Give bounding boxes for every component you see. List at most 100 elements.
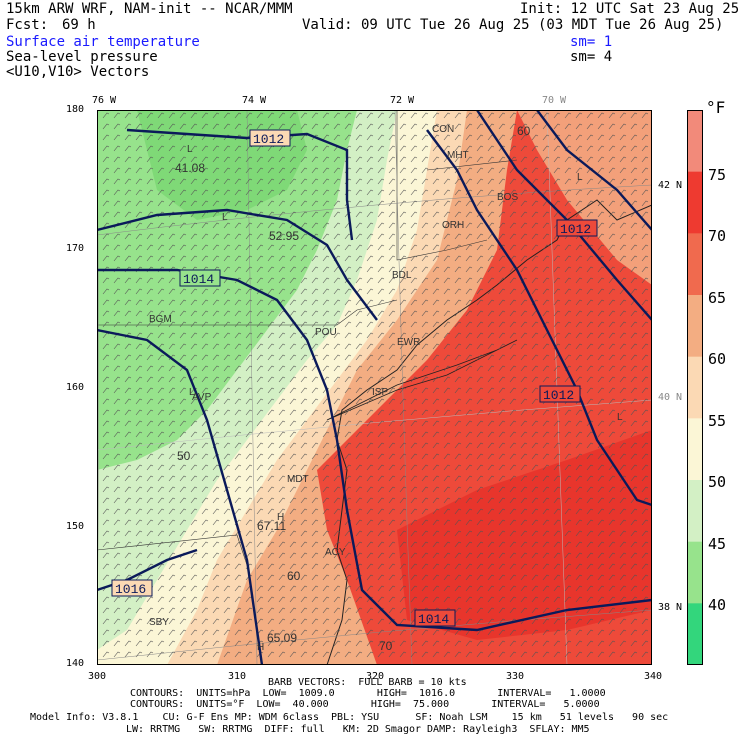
wind-barb bbox=[575, 585, 583, 592]
wind-barb bbox=[168, 519, 176, 526]
isobar-label-box-1012c bbox=[556, 219, 598, 237]
wind-barb bbox=[201, 387, 209, 394]
wind-barb bbox=[234, 607, 242, 614]
wind-barb bbox=[575, 431, 583, 438]
wind-barb bbox=[245, 618, 253, 625]
wind-barb bbox=[300, 453, 308, 460]
wind-barb bbox=[487, 409, 495, 416]
wind-barb bbox=[498, 178, 506, 185]
wind-barb bbox=[487, 167, 495, 174]
wind-barb bbox=[212, 255, 220, 262]
wind-barb bbox=[344, 343, 352, 350]
wind-barb bbox=[377, 200, 385, 207]
wind-barb bbox=[630, 464, 638, 471]
wind-barb bbox=[267, 365, 275, 372]
wind-barb bbox=[168, 651, 176, 658]
wind-barb bbox=[113, 244, 121, 251]
wind-barb bbox=[575, 519, 583, 526]
wind-barb bbox=[630, 475, 638, 482]
wind-barb bbox=[432, 266, 440, 273]
wind-barb bbox=[641, 288, 649, 295]
wind-barb bbox=[608, 398, 616, 405]
wind-barb bbox=[531, 167, 539, 174]
wind-barb bbox=[454, 596, 462, 603]
wind-barb bbox=[553, 277, 561, 284]
wind-barb bbox=[399, 233, 407, 240]
wind-barb bbox=[410, 354, 418, 361]
wind-barb bbox=[443, 321, 451, 328]
wind-barb bbox=[322, 453, 330, 460]
wind-barb bbox=[168, 233, 176, 240]
wind-barb bbox=[168, 640, 176, 647]
wind-barb bbox=[113, 189, 121, 196]
wind-barb bbox=[542, 574, 550, 581]
wind-barb bbox=[289, 563, 297, 570]
wind-barb bbox=[124, 453, 132, 460]
wind-barb bbox=[366, 178, 374, 185]
wind-barb bbox=[278, 552, 286, 559]
wind-barb bbox=[311, 475, 319, 482]
wind-barb bbox=[619, 607, 627, 614]
wind-barb bbox=[465, 552, 473, 559]
wind-barb bbox=[542, 365, 550, 372]
wind-barb bbox=[421, 442, 429, 449]
wind-barb bbox=[575, 409, 583, 416]
wind-barb bbox=[300, 563, 308, 570]
wind-barb bbox=[575, 563, 583, 570]
wind-barb bbox=[608, 354, 616, 361]
wind-barb bbox=[377, 365, 385, 372]
wind-barb bbox=[454, 651, 462, 658]
wind-barb bbox=[399, 464, 407, 471]
wind-barb bbox=[421, 167, 429, 174]
wind-barb bbox=[113, 365, 121, 372]
wind-barb bbox=[487, 453, 495, 460]
wind-barb bbox=[443, 255, 451, 262]
wind-barb bbox=[190, 244, 198, 251]
wind-barb bbox=[399, 508, 407, 515]
wind-barb bbox=[443, 552, 451, 559]
wind-barb bbox=[157, 629, 165, 636]
wind-barb bbox=[168, 453, 176, 460]
wind-barb bbox=[355, 112, 363, 119]
wind-barb bbox=[289, 156, 297, 163]
wind-barb bbox=[421, 299, 429, 306]
wind-barb bbox=[157, 651, 165, 658]
wind-barb bbox=[278, 354, 286, 361]
wind-barb bbox=[113, 178, 121, 185]
station-isp: ISP bbox=[372, 387, 388, 398]
wind-barb bbox=[168, 288, 176, 295]
wind-barb bbox=[267, 244, 275, 251]
wind-barb bbox=[586, 255, 594, 262]
wind-barb bbox=[630, 596, 638, 603]
wind-barb bbox=[531, 354, 539, 361]
wind-barb bbox=[322, 585, 330, 592]
wind-barb bbox=[157, 178, 165, 185]
wind-barb bbox=[542, 178, 550, 185]
wind-barb bbox=[608, 508, 616, 515]
wind-barb bbox=[619, 299, 627, 306]
wind-barb bbox=[377, 563, 385, 570]
wind-barb bbox=[432, 431, 440, 438]
wind-barb bbox=[509, 563, 517, 570]
wind-barb bbox=[366, 123, 374, 130]
wind-barb bbox=[377, 651, 385, 658]
wind-barb bbox=[388, 530, 396, 537]
wind-barb bbox=[278, 420, 286, 427]
wind-barb bbox=[465, 354, 473, 361]
wind-barb bbox=[388, 343, 396, 350]
wind-barb bbox=[300, 640, 308, 647]
wind-barb bbox=[234, 222, 242, 229]
wind-barb bbox=[476, 156, 484, 163]
wind-barb bbox=[509, 332, 517, 339]
wind-barb bbox=[454, 431, 462, 438]
wind-barb bbox=[124, 651, 132, 658]
wind-barb bbox=[641, 486, 649, 493]
wind-barb bbox=[520, 343, 528, 350]
colorbar-unit: °F bbox=[706, 98, 726, 117]
wind-barb bbox=[597, 519, 605, 526]
wind-barb bbox=[113, 596, 121, 603]
wind-barb bbox=[113, 530, 121, 537]
wind-barb bbox=[113, 277, 121, 284]
wind-barb bbox=[575, 112, 583, 119]
wind-barb bbox=[465, 376, 473, 383]
